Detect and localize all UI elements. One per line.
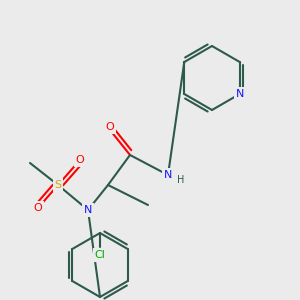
Text: H: H <box>177 175 185 185</box>
Text: Cl: Cl <box>94 250 105 260</box>
Text: N: N <box>236 89 244 99</box>
Text: O: O <box>106 122 114 132</box>
Text: S: S <box>54 180 61 190</box>
Text: N: N <box>164 170 172 180</box>
Text: O: O <box>34 203 42 213</box>
Text: N: N <box>84 205 92 215</box>
Text: O: O <box>76 155 84 165</box>
